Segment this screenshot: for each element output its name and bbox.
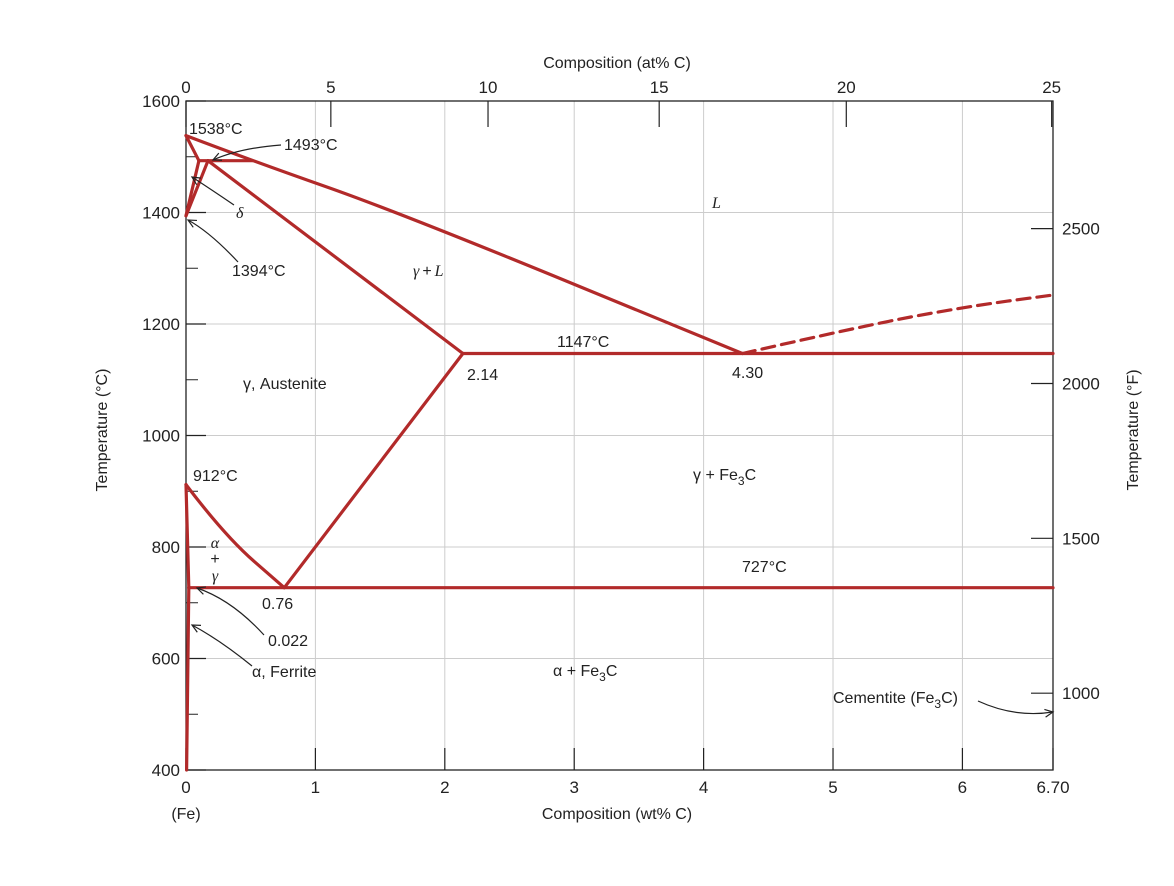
y-tick-label: 400 — [152, 761, 180, 780]
label-alpha-gamma-alpha: α — [211, 535, 220, 552]
label-gamma-fe3c: γ + Fe3C — [693, 467, 756, 488]
left-axis-title: Temperature (°C) — [94, 369, 111, 492]
label-1538c: 1538°C — [189, 121, 243, 138]
label-liquid: L — [711, 195, 721, 212]
phase-boundary-line — [184, 483, 191, 590]
leader-arrow — [212, 144, 282, 161]
x-tick-label: 3 — [569, 778, 578, 797]
arrow-head — [190, 176, 202, 186]
x-tick-label: 5 — [828, 778, 837, 797]
arrow-head — [186, 219, 198, 228]
top-x-tick-label: 25 — [1042, 78, 1061, 97]
x-tick-label: 6.70 — [1036, 778, 1069, 797]
label-alpha-fe3c: α + Fe3C — [553, 663, 617, 684]
phase-boundary-line — [184, 134, 201, 163]
label-727c: 727°C — [742, 559, 787, 576]
y-tick-label: 1000 — [142, 427, 180, 446]
arrow-head — [1044, 708, 1055, 718]
x-tick-label: 4 — [699, 778, 708, 797]
label-ferrite: α, Ferrite — [252, 664, 316, 681]
leader-arrow — [977, 700, 1054, 715]
label-4-30: 4.30 — [732, 365, 763, 382]
x-tick-label: 1 — [311, 778, 320, 797]
bottom-axis-origin-label: (Fe) — [171, 806, 200, 823]
x-tick-label: 0 — [181, 778, 190, 797]
label-cementite: Cementite (Fe3C) — [833, 690, 958, 711]
leader-arrow — [191, 176, 235, 206]
y-tick-label: 600 — [152, 650, 180, 669]
top-x-tick-label: 10 — [479, 78, 498, 97]
grid-lines — [186, 101, 1053, 770]
right-y-tick-label: 1500 — [1062, 529, 1100, 548]
top-x-tick-label: 5 — [326, 78, 335, 97]
right-y-tick-label: 1000 — [1062, 684, 1100, 703]
label-gamma-plus-liquid: γ + L — [413, 263, 444, 280]
label-austenite: γ, Austenite — [243, 376, 327, 393]
arrow-head — [211, 152, 223, 161]
label-2-14: 2.14 — [467, 367, 498, 384]
top-axis-title: Composition (at% C) — [543, 55, 691, 72]
y-tick-label: 1200 — [142, 315, 180, 334]
top-x-tick-label: 15 — [650, 78, 669, 97]
x-tick-label: 2 — [440, 778, 449, 797]
leader-arrow — [187, 219, 239, 263]
label-0-022: 0.022 — [268, 633, 308, 650]
y-tick-label: 1600 — [142, 92, 180, 111]
x-tick-label: 6 — [958, 778, 967, 797]
phase-boundary-line — [740, 293, 1055, 356]
top-x-tick-label: 0 — [181, 78, 190, 97]
label-alpha-gamma-gamma: γ — [212, 568, 219, 585]
right-y-tick-label: 2000 — [1062, 374, 1100, 393]
phase-boundary-line — [184, 159, 210, 218]
leader-arrow — [191, 624, 253, 667]
label-1394c: 1394°C — [232, 263, 286, 280]
phase-boundary-line — [282, 351, 465, 590]
phase-boundary-line — [185, 586, 191, 772]
arrow-head — [190, 624, 202, 633]
phase-boundary-line — [206, 159, 465, 356]
label-alpha-gamma-plus: + — [210, 551, 219, 568]
label-912c: 912°C — [193, 468, 238, 485]
label-0-76: 0.76 — [262, 596, 293, 613]
phase-boundary-line — [184, 483, 286, 590]
label-1493c: 1493°C — [284, 137, 338, 154]
y-tick-label: 800 — [152, 538, 180, 557]
arrow-head — [195, 586, 207, 595]
right-y-tick-label: 2500 — [1062, 220, 1100, 239]
y-tick-label: 1400 — [142, 204, 180, 223]
bottom-axis-title: Composition (wt% C) — [542, 806, 692, 823]
leader-arrow — [196, 587, 265, 636]
label-1147c: 1147°C — [557, 334, 609, 351]
phase-boundary-line — [184, 134, 744, 356]
annotation-arrows — [186, 144, 1055, 718]
label-delta: δ — [236, 205, 244, 222]
right-axis-title: Temperature (°F) — [1125, 369, 1142, 490]
top-x-tick-label: 20 — [837, 78, 856, 97]
phase-boundaries — [184, 134, 1055, 772]
